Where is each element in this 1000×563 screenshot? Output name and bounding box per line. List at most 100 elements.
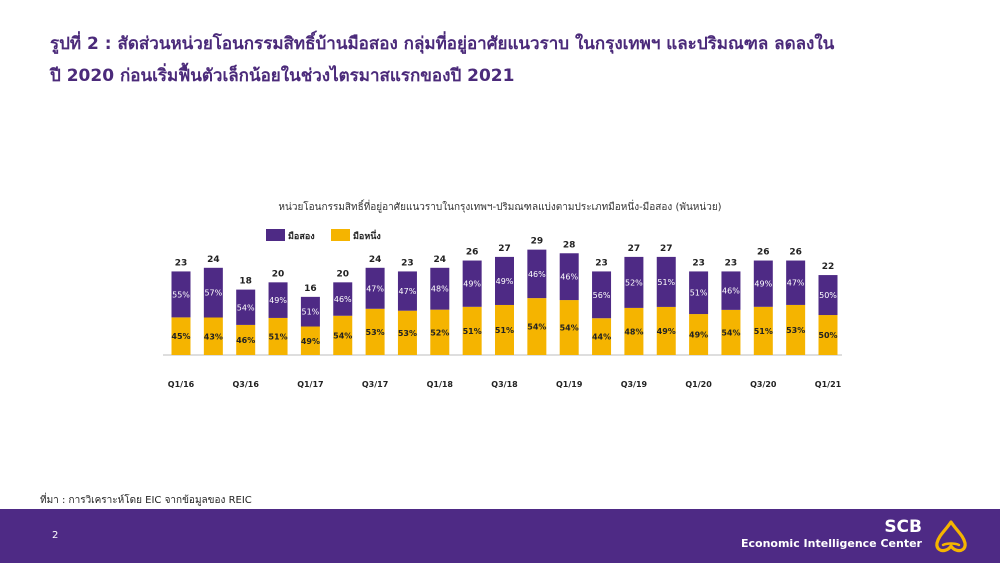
x-tick-label: Q1/19 [556,380,583,389]
data-label-second-hand: 46% [528,270,546,279]
page-title: รูปที่ 2 : สัดส่วนหน่วยโอนกรรมสิทธิ์บ้าน… [50,28,970,92]
data-label-first-hand: 49% [657,327,676,336]
bar-first-hand [171,317,191,355]
data-label-second-hand: 57% [204,289,222,298]
data-label-first-hand: 50% [818,331,837,340]
brand-subtitle: Economic Intelligence Center [740,537,922,550]
stacked-bar-chart: หน่วยโอนกรรมสิทธิ์ที่อยู่อาศัยแนวราบในกร… [163,199,842,389]
data-label-second-hand: 51% [657,278,675,287]
bar-first-hand [656,306,676,355]
data-label-second-hand: 54% [237,303,255,312]
data-label-second-hand: 47% [399,287,417,296]
title-line-1: รูปที่ 2 : สัดส่วนหน่วยโอนกรรมสิทธิ์บ้าน… [50,34,835,54]
bar-first-hand [430,309,450,355]
chart-title: หน่วยโอนกรรมสิทธิ์ที่อยู่อาศัยแนวราบในกร… [278,199,721,213]
bar-second-hand [559,253,579,301]
data-label-first-hand: 51% [495,326,514,335]
brand-name: SCB [884,517,922,537]
x-tick-label: Q1/16 [168,380,195,389]
bar-second-hand [300,296,320,327]
data-label-total: 24 [369,255,382,265]
data-label-total: 22 [822,262,835,272]
bar-second-hand [203,267,223,318]
data-label-total: 27 [628,244,641,254]
data-label-second-hand: 49% [754,280,772,289]
bar-first-hand [268,317,288,355]
bar-first-hand [624,307,644,355]
bar-second-hand [365,267,385,309]
data-label-second-hand: 49% [269,296,287,305]
bar-second-hand [333,282,353,316]
data-label-first-hand: 51% [268,332,287,341]
data-label-second-hand: 49% [496,277,514,286]
bar-second-hand [236,289,256,325]
bar-first-hand [300,326,320,355]
data-label-first-hand: 54% [560,324,579,333]
bar-second-hand [268,282,288,318]
legend-label-first-hand: มือหนึ่ง [353,229,381,242]
bar-second-hand [624,256,644,308]
bar-second-hand [430,267,450,310]
data-label-first-hand: 48% [624,327,643,336]
bar-first-hand [397,310,417,355]
data-label-total: 23 [401,258,414,268]
bar-second-hand [462,260,482,307]
data-label-first-hand: 43% [204,332,223,341]
bar-first-hand [818,315,838,355]
legend-swatch-first-hand [331,229,350,241]
x-tick-label: Q3/18 [491,380,518,389]
bar-first-hand [236,324,256,355]
data-label-second-hand: 50% [819,291,837,300]
data-label-first-hand: 53% [786,326,805,335]
data-label-second-hand: 48% [431,285,449,294]
data-label-total: 24 [434,255,447,265]
bar-first-hand [753,306,773,355]
x-tick-label: Q1/20 [685,380,712,389]
bar-first-hand [333,315,353,355]
x-tick-label: Q1/18 [427,380,454,389]
x-tick-label: Q1/21 [815,380,842,389]
x-tick-label: Q1/17 [297,380,323,389]
bar-second-hand [495,256,514,305]
data-label-total: 18 [239,277,252,287]
data-label-first-hand: 54% [527,323,546,332]
title-line-2: ปี 2020 ก่อนเริ่มฟื้นตัวเล็กน้อยในช่วงไต… [50,66,515,86]
data-label-second-hand: 47% [787,279,805,288]
data-label-first-hand: 52% [430,328,449,337]
bar-second-hand [786,260,806,305]
bar-first-hand [786,304,806,355]
data-label-first-hand: 46% [236,336,255,345]
bar-first-hand [689,314,709,355]
data-label-total: 23 [725,258,738,268]
data-label-total: 27 [660,244,673,254]
data-label-second-hand: 55% [172,290,190,299]
data-label-second-hand: 51% [690,289,708,298]
x-tick-label: Q3/17 [362,380,388,389]
data-label-first-hand: 51% [754,327,773,336]
scb-logo-icon [935,520,967,553]
brand-block: SCB Economic Intelligence Center [741,517,922,551]
x-tick-label: Q3/20 [750,380,777,389]
bar-first-hand [559,300,579,355]
page-number: 2 [52,530,59,541]
data-label-first-hand: 54% [333,331,352,340]
bar-second-hand [656,256,676,307]
bar-first-hand [592,318,612,355]
legend-label-second-hand: มือสอง [288,230,315,242]
data-label-total: 28 [563,240,576,250]
data-label-total: 27 [498,244,511,254]
data-label-first-hand: 49% [301,337,320,346]
bar-first-hand [203,317,223,355]
data-label-first-hand: 53% [398,329,417,338]
x-tick-label: Q3/16 [232,380,259,389]
data-label-total: 16 [304,284,317,294]
footer-bar: 2 SCB Economic Intelligence Center [0,509,1000,563]
x-tick-label: Q3/19 [621,380,648,389]
bar-first-hand [527,298,547,355]
data-label-total: 26 [466,248,479,258]
legend-swatch-second-hand [266,229,285,241]
bar-first-hand [365,308,385,355]
data-label-first-hand: 45% [171,332,190,341]
data-label-total: 29 [531,237,544,247]
data-label-second-hand: 51% [302,308,320,317]
